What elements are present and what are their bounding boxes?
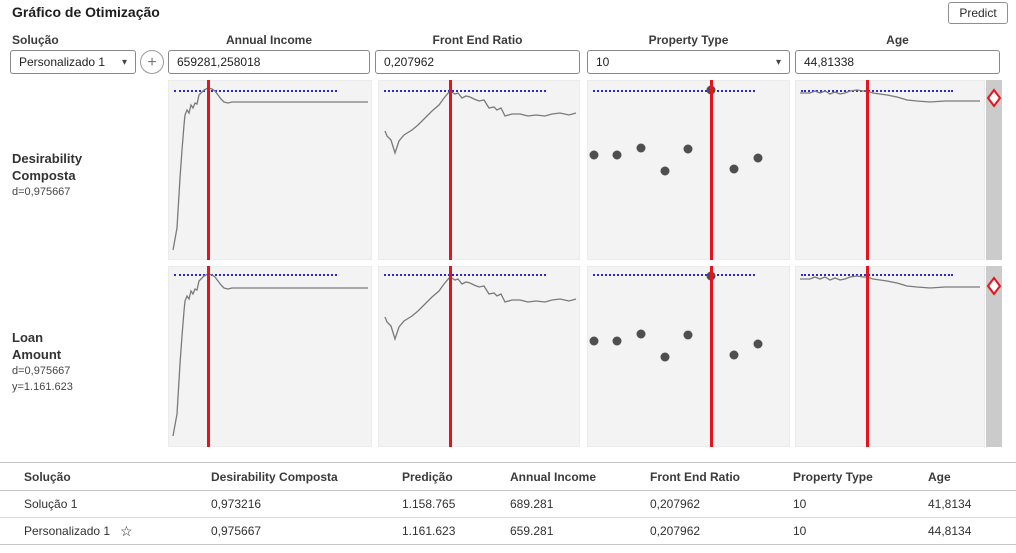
predicted-value-dotted-line <box>593 90 756 92</box>
predicted-value-dotted-line <box>801 90 953 92</box>
solution-name: Personalizado 1 <box>24 524 111 538</box>
plot-cell-row1-front-end-ratio[interactable] <box>378 80 580 260</box>
property-type-dropdown-value: 10 <box>596 55 610 69</box>
predicted-value-dotted-line <box>174 274 338 276</box>
annual-income-input[interactable] <box>168 50 370 74</box>
factor-label-age: Age <box>886 33 909 47</box>
factor-label-property-type: Property Type <box>648 33 729 47</box>
factor-value-red-line[interactable] <box>710 266 713 447</box>
table-cell: 10 <box>793 524 807 538</box>
row-label-line: Composta <box>12 168 76 183</box>
front-end-ratio-input[interactable] <box>375 50 580 74</box>
row-label-line: Loan <box>12 330 44 345</box>
table-cell: 1.161.623 <box>402 524 456 538</box>
category-scatter-plot <box>589 85 763 176</box>
profile-trace-plot <box>800 89 980 103</box>
factor-label-annual-income: Annual Income <box>225 33 312 47</box>
row-label-loan-amount: Loan Amount d=0,975667 y=1.161.623 <box>12 329 162 395</box>
solution-label: Solução <box>12 33 59 47</box>
table-cell: 0,973216 <box>211 497 262 511</box>
row-label-stat: y=1.161.623 <box>12 381 73 393</box>
plot-cell-row2-age[interactable] <box>795 266 985 447</box>
chevron-down-icon: ▾ <box>121 56 127 68</box>
table-cell: 44,8134 <box>928 524 972 538</box>
response-scale-strip-row2 <box>986 266 1002 447</box>
factor-value-red-line[interactable] <box>449 266 452 447</box>
column-header: Desirability Composta <box>211 469 338 484</box>
solution-dropdown-value: Personalizado 1 <box>19 55 106 69</box>
profile-trace-plot <box>172 87 368 251</box>
age-input[interactable] <box>795 50 1000 74</box>
column-header: Annual Income <box>510 469 597 484</box>
star-icon[interactable]: ☆ <box>120 522 133 539</box>
plot-cell-row1-annual-income[interactable] <box>168 80 372 260</box>
solution-dropdown[interactable]: Personalizado 1 ▾ <box>10 50 136 74</box>
plot-cell-row1-age[interactable] <box>795 80 985 260</box>
predict-button[interactable]: Predict <box>948 2 1008 24</box>
table-cell: 10 <box>793 497 807 511</box>
category-scatter-plot <box>589 271 763 362</box>
property-type-dropdown[interactable]: 10 ▾ <box>587 50 790 74</box>
column-header: Front End Ratio <box>650 469 740 484</box>
chevron-down-icon: ▾ <box>775 56 781 68</box>
profile-trace-plot <box>800 275 980 289</box>
predicted-value-dotted-line <box>174 90 338 92</box>
table-cell: Personalizado 1 ☆ <box>24 523 211 540</box>
plot-cell-row2-annual-income[interactable] <box>168 266 372 447</box>
factor-value-red-line[interactable] <box>710 80 713 260</box>
predicted-value-dotted-line <box>593 274 756 276</box>
plot-cell-row1-property-type[interactable] <box>587 80 790 260</box>
diamond-marker-icon[interactable] <box>986 276 1002 296</box>
add-solution-button[interactable]: + <box>140 50 164 74</box>
predicted-value-dotted-line <box>384 274 546 276</box>
profile-trace-plot <box>384 276 577 342</box>
row-label-stat: d=0,975667 <box>12 186 71 198</box>
predicted-value-dotted-line <box>384 90 546 92</box>
profile-trace-plot <box>384 90 577 156</box>
table-cell: 0,975667 <box>211 524 262 538</box>
diamond-marker-icon[interactable] <box>986 88 1002 108</box>
plus-icon: + <box>147 53 157 71</box>
page-title: Gráfico de Otimização <box>12 4 160 20</box>
factor-value-red-line[interactable] <box>449 80 452 260</box>
profile-trace-plot <box>172 273 368 437</box>
factor-value-red-line[interactable] <box>866 266 869 447</box>
column-header: Age <box>928 469 951 484</box>
factor-value-red-line[interactable] <box>207 266 210 447</box>
table-cell: 0,207962 <box>650 524 701 538</box>
table-cell: 689.281 <box>510 497 554 511</box>
table-cell: 0,207962 <box>650 497 701 511</box>
plot-cell-row2-property-type[interactable] <box>587 266 790 447</box>
row-label-line: Amount <box>12 347 62 362</box>
row-label-desirability: Desirability Composta d=0,975667 <box>12 150 162 200</box>
table-cell: 659.281 <box>510 524 554 538</box>
row-label-line: Desirability <box>12 151 83 166</box>
table-row[interactable]: Solução 1 0,973216 1.158.765 689.281 0,20796… <box>0 491 1016 518</box>
predicted-value-dotted-line <box>801 274 953 276</box>
column-header: Solução <box>24 469 71 484</box>
table-cell: 1.158.765 <box>402 497 456 511</box>
factor-value-red-line[interactable] <box>207 80 210 260</box>
column-header: Predição <box>402 469 453 484</box>
solutions-table-header: Solução Desirability Composta Predição Annu… <box>0 462 1016 491</box>
factor-label-front-end-ratio: Front End Ratio <box>432 33 523 47</box>
solution-name: Solução 1 <box>24 497 78 511</box>
table-cell: 41,8134 <box>928 497 972 511</box>
table-row[interactable]: Personalizado 1 ☆ 0,975667 1.161.623 659.281… <box>0 518 1016 545</box>
column-header: Property Type <box>793 469 873 484</box>
table-cell: Solução 1 <box>24 497 211 511</box>
response-scale-strip-row1 <box>986 80 1002 260</box>
plot-cell-row2-front-end-ratio[interactable] <box>378 266 580 447</box>
factor-value-red-line[interactable] <box>866 80 869 260</box>
solutions-table: Solução Desirability Composta Predição Annu… <box>0 462 1016 545</box>
row-label-stat: d=0,975667 <box>12 365 71 377</box>
